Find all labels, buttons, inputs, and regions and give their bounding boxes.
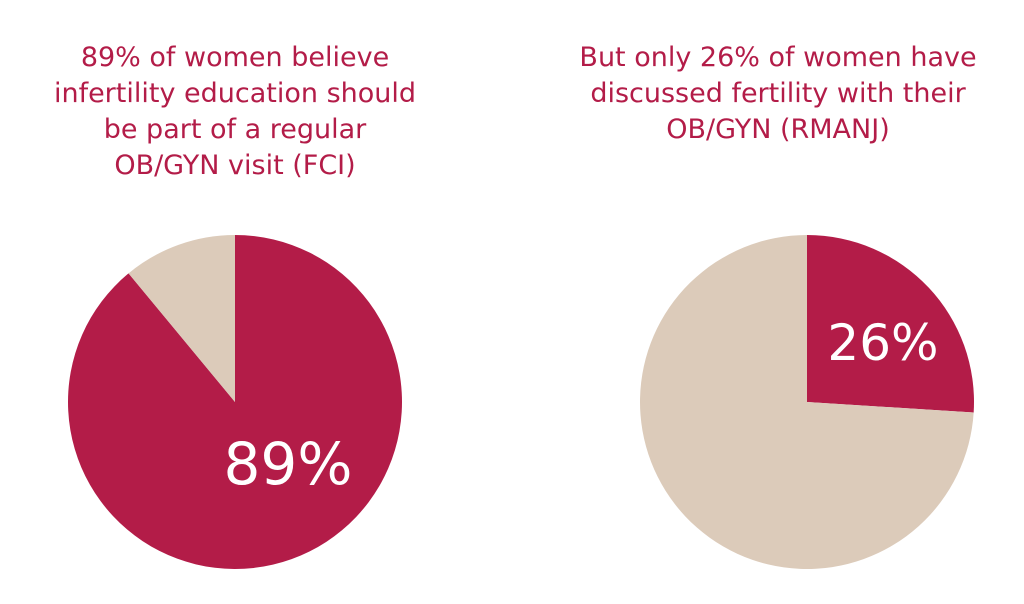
title-line: OB/GYN visit (FCI) bbox=[114, 150, 356, 181]
chart-title-right: But only 26% of women have discussed fer… bbox=[553, 40, 1003, 148]
pie-slice bbox=[128, 235, 235, 402]
title-line: OB/GYN (RMANJ) bbox=[666, 114, 890, 145]
pie-slice bbox=[67, 235, 402, 569]
pie-chart-left: 89% bbox=[67, 235, 402, 569]
slice-percent-label: 26% bbox=[827, 314, 938, 372]
title-line: be part of a regular bbox=[103, 114, 367, 145]
pie-slice bbox=[807, 235, 974, 413]
title-line: But only 26% of women have bbox=[579, 42, 977, 73]
pie-chart-right: 26% bbox=[640, 235, 974, 569]
title-line: 89% of women believe bbox=[80, 42, 390, 73]
title-line: discussed fertility with their bbox=[590, 78, 966, 109]
title-line: infertility education should bbox=[53, 78, 417, 109]
pie-slice bbox=[640, 235, 974, 569]
slice-percent-label: 89% bbox=[224, 430, 353, 498]
chart-title-left: 89% of women believe infertility educati… bbox=[20, 40, 450, 184]
